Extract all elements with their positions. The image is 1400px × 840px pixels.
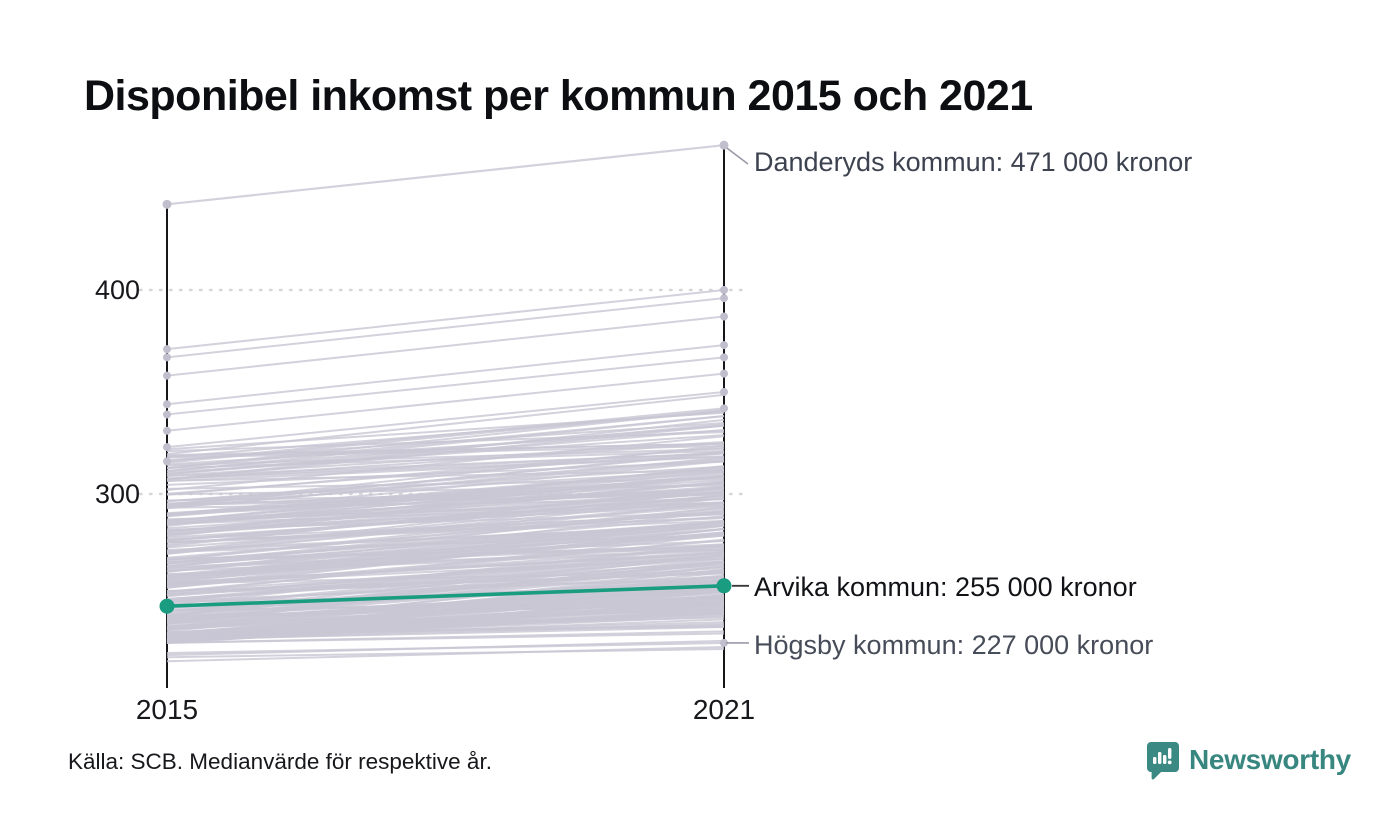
x-axis-tick-2021: 2021 <box>692 694 756 725</box>
annotation-arvika: Arvika kommun: 255 000 kronor <box>754 572 1137 602</box>
y-axis-tick-300: 300 <box>94 479 140 509</box>
newsworthy-logo-text: Newsworthy <box>1189 744 1351 775</box>
annotation-danderyd: Danderyds kommun: 471 000 kronor <box>754 147 1193 177</box>
y-axis-tick-400: 400 <box>94 275 140 305</box>
chart-title: Disponibel inkomst per kommun 2015 och 2… <box>84 72 1033 120</box>
newsworthy-logo-icon <box>1147 742 1179 780</box>
source-note: Källa: SCB. Medianvärde för respektive å… <box>68 749 492 774</box>
newsworthy-logo: Newsworthy <box>1146 740 1351 780</box>
x-axis-tick-2015: 2015 <box>135 694 199 725</box>
annotation-hogsby: Högsby kommun: 227 000 kronor <box>754 630 1154 660</box>
